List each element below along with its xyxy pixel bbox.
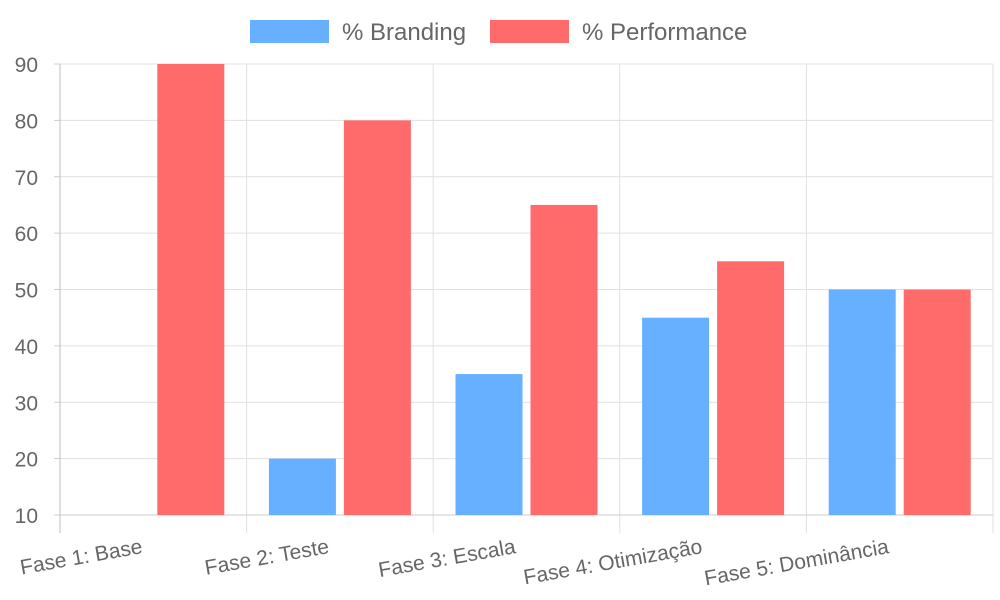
chart-legend: % Branding % Performance [250, 19, 747, 46]
bar-performance-1[interactable] [157, 64, 225, 515]
legend-swatch-performance [490, 20, 569, 43]
x-tick-label: Fase 2: Teste [203, 535, 331, 579]
legend-label-performance: % Performance [582, 19, 747, 46]
bar-performance-2[interactable] [343, 120, 411, 515]
bar-branding-3[interactable] [455, 374, 523, 515]
y-tick-label: 60 [15, 223, 38, 246]
y-tick-label: 80 [15, 110, 38, 133]
x-tick-label: Fase 3: Escala [377, 535, 518, 582]
chart-bars [157, 64, 971, 516]
legend-item-branding[interactable]: % Branding [250, 19, 466, 46]
x-tick-label: Fase 5: Dominância [703, 535, 891, 590]
y-tick-label: 40 [15, 336, 38, 359]
bar-branding-5[interactable] [828, 289, 896, 516]
x-tick-label: Fase 1: Base [18, 535, 144, 579]
legend-item-performance[interactable]: % Performance [490, 19, 747, 46]
y-tick-label: 70 [15, 167, 38, 190]
x-axis-ticks: Fase 1: Base Fase 2: Teste Fase 3: Escala F… [18, 535, 891, 590]
bar-branding-2[interactable] [268, 458, 336, 515]
bar-performance-4[interactable] [717, 261, 785, 515]
y-tick-label: 20 [15, 449, 38, 472]
y-tick-label: 30 [15, 392, 38, 415]
bar-branding-4[interactable] [642, 317, 710, 515]
y-axis-ticks: 10 20 30 40 50 60 70 80 90 [15, 54, 38, 528]
y-tick-label: 90 [15, 54, 38, 77]
bar-performance-3[interactable] [530, 204, 598, 515]
bar-performance-5[interactable] [903, 289, 971, 516]
legend-label-branding: % Branding [342, 19, 466, 46]
y-tick-label: 10 [15, 505, 38, 528]
y-tick-label: 50 [15, 280, 38, 303]
legend-swatch-branding [250, 20, 329, 43]
x-tick-label: Fase 4: Otimização [522, 535, 704, 589]
